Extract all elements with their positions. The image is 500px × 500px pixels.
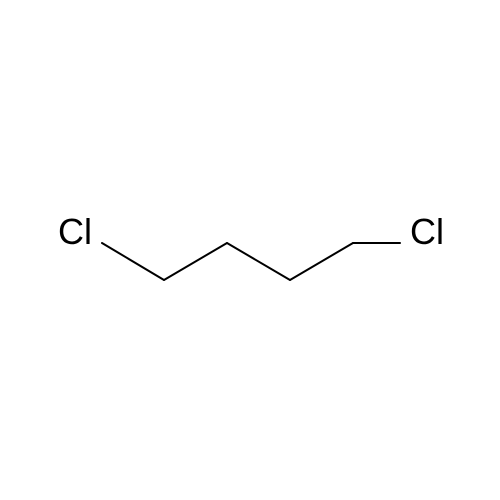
bond-line xyxy=(102,243,164,280)
bond-line xyxy=(164,243,227,280)
atom-label-cl-left: Cl xyxy=(58,211,92,253)
atom-label-cl-right: Cl xyxy=(410,211,444,253)
bond-line xyxy=(290,243,353,280)
bond-line xyxy=(227,243,290,280)
chemical-structure-canvas: Cl Cl xyxy=(0,0,500,500)
